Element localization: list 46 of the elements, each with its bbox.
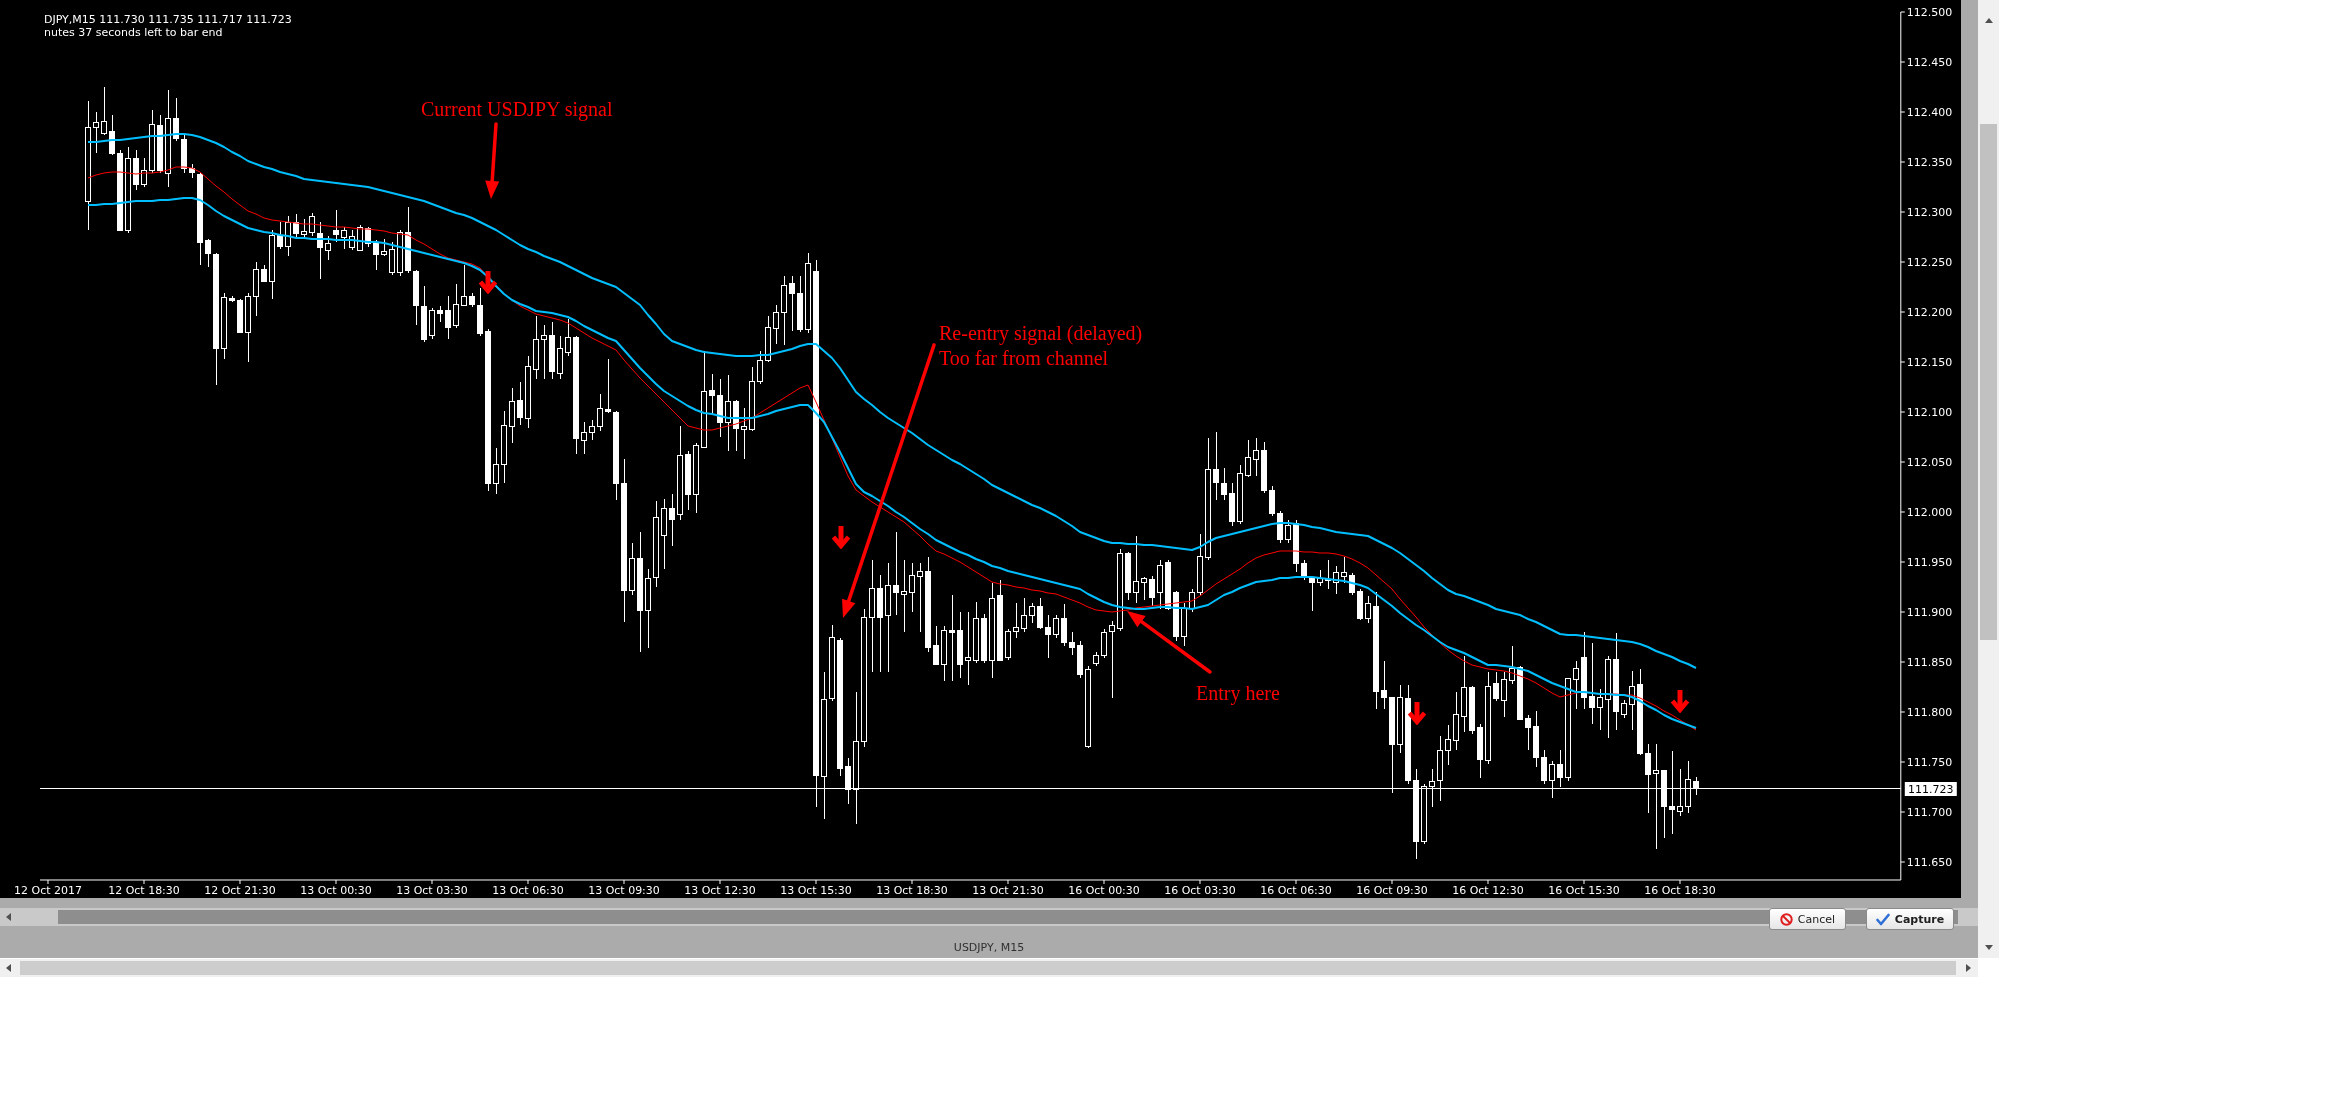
x-tick-label: 16 Oct 15:30 [1548, 883, 1620, 897]
y-tick-label: 111.750 [1906, 755, 1953, 769]
text: nutes 37 seconds left to bar end [44, 26, 223, 39]
y-tick-label: 112.050 [1906, 455, 1953, 469]
x-tick-label: 13 Oct 03:30 [396, 883, 468, 897]
text: USDJPY, M15 [953, 941, 1025, 954]
y-tick-label: 111.700 [1906, 805, 1953, 819]
x-tick-label: 16 Oct 18:30 [1644, 883, 1716, 897]
x-tick-label: 16 Oct 09:30 [1356, 883, 1428, 897]
x-tick-label: 16 Oct 03:30 [1164, 883, 1236, 897]
ref-line-label: 111.723 [1908, 783, 1954, 796]
x-tick-label: 13 Oct 06:30 [492, 883, 564, 897]
y-tick-label: 112.150 [1906, 355, 1953, 369]
y-tick-label: 112.450 [1906, 55, 1953, 69]
y-tick-label: 112.500 [1906, 5, 1953, 19]
button: Capture [1866, 908, 1954, 930]
x-tick-label: 12 Oct 21:30 [204, 883, 276, 897]
x-tick-label: 13 Oct 00:30 [300, 883, 372, 897]
y-tick-label: 112.000 [1906, 505, 1953, 519]
x-tick-label: 16 Oct 12:30 [1452, 883, 1524, 897]
y-tick-label: 111.950 [1906, 555, 1953, 569]
y-tick-label: 112.200 [1906, 305, 1953, 319]
button: Cancel [1769, 908, 1846, 930]
y-tick-label: 111.650 [1906, 855, 1953, 869]
y-tick-label: 111.850 [1906, 655, 1953, 669]
x-tick-label: 13 Oct 12:30 [684, 883, 756, 897]
annotation: Current USDJPY signal [421, 98, 613, 120]
x-tick-label: 13 Oct 21:30 [972, 883, 1044, 897]
y-tick-label: 112.100 [1906, 405, 1953, 419]
x-tick-label: 12 Oct 2017 [14, 883, 82, 897]
y-tick-label: 112.250 [1906, 255, 1953, 269]
chart-title: DJPY,M15 111.730 111.735 111.717 111.723 [44, 13, 292, 26]
y-tick-label: 111.800 [1906, 705, 1953, 719]
y-tick-label: 112.400 [1906, 105, 1953, 119]
y-tick-label: 111.900 [1906, 605, 1953, 619]
annotation: Too far from channel [939, 347, 1109, 369]
y-tick-label: 112.300 [1906, 205, 1953, 219]
annotation: Entry here [1196, 682, 1280, 704]
x-tick-label: 13 Oct 18:30 [876, 883, 948, 897]
x-tick-label: 13 Oct 09:30 [588, 883, 660, 897]
x-tick-label: 13 Oct 15:30 [780, 883, 852, 897]
annotation: Re-entry signal (delayed) [939, 322, 1143, 344]
x-tick-label: 16 Oct 06:30 [1260, 883, 1332, 897]
x-tick-label: 16 Oct 00:30 [1068, 883, 1140, 897]
x-tick-label: 12 Oct 18:30 [108, 883, 180, 897]
y-tick-label: 112.350 [1906, 155, 1953, 169]
